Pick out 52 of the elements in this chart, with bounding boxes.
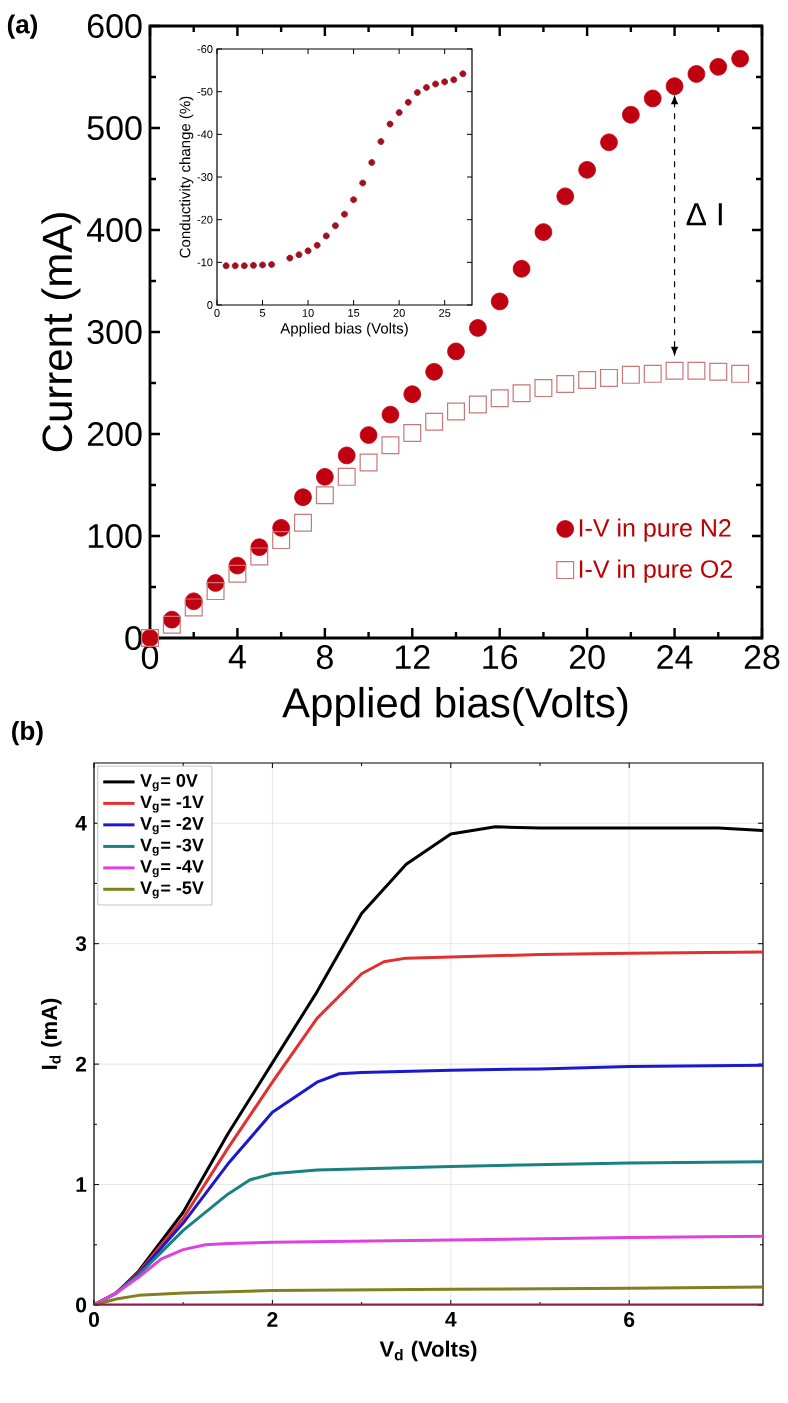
x-axis-title: Applied bias (Volts) — [280, 322, 408, 337]
legend-label: I-V in pure N2 — [580, 518, 731, 542]
legend-label: V$_{g}$= -1V — [140, 795, 204, 813]
legend-label: V$_{g}$= -3V — [140, 838, 204, 856]
x-tick-label: 25 — [439, 309, 451, 317]
y-tick-label: 300 — [87, 319, 142, 345]
legend-label: I-V in pure O2 — [580, 559, 733, 583]
legend-label: V$_{g}$= 0V — [140, 774, 198, 792]
y-tick-label: -10 — [197, 258, 213, 267]
y-axis-title: Current (mA) — [41, 213, 81, 452]
legend-label: V$_{g}$= -4V — [140, 860, 204, 878]
y-tick-label: 2 — [76, 1056, 87, 1072]
y-tick-label: 0 — [125, 625, 142, 651]
x-tick-label: 2 — [267, 1312, 278, 1327]
x-tick-label: 10 — [303, 309, 314, 317]
annotation: Δ I — [686, 203, 723, 226]
x-tick-label: 20 — [570, 645, 605, 670]
y-tick-label: 400 — [87, 217, 142, 243]
x-tick-label: 4 — [445, 1312, 457, 1327]
y-tick-label: 100 — [89, 523, 142, 549]
x-axis-title: V$_{d}$ (Volts) — [379, 1340, 477, 1362]
y-tick-label: -30 — [197, 173, 213, 181]
y-tick-label: 200 — [88, 421, 142, 447]
x-tick-label: 0 — [214, 309, 220, 317]
y-tick-label: 0 — [76, 1297, 87, 1313]
x-tick-label: 20 — [393, 309, 406, 317]
y-axis-title: Conductivity change (%) — [179, 96, 194, 258]
x-tick-label: 15 — [348, 309, 360, 317]
chart-title: (a) — [8, 14, 38, 39]
x-tick-label: 24 — [657, 645, 693, 669]
x-tick-label: 5 — [260, 309, 266, 317]
y-axis-title: I$_{d}$ (mA) — [41, 998, 62, 1069]
y-tick-label: 1 — [76, 1177, 87, 1192]
x-tick-label: 28 — [745, 645, 780, 670]
y-tick-label: 4 — [75, 816, 88, 831]
legend-label: V$_{g}$= -2V — [140, 817, 204, 835]
chart-title: (b) — [12, 720, 43, 746]
x-tick-label: 12 — [396, 645, 430, 669]
y-tick-label: 3 — [75, 936, 87, 952]
x-tick-label: 4 — [228, 645, 247, 669]
x-tick-label: 8 — [317, 645, 334, 670]
y-tick-label: 500 — [87, 115, 142, 141]
x-axis-title: Applied bias(Volts) — [282, 686, 628, 727]
y-tick-label: 600 — [88, 13, 142, 39]
y-tick-label: -40 — [197, 130, 213, 139]
x-tick-label: 16 — [483, 645, 518, 670]
legend-label: V$_{g}$= -5V — [140, 881, 204, 899]
y-tick-label: 0 — [207, 301, 213, 309]
x-tick-label: 6 — [624, 1312, 635, 1327]
y-tick-label: -50 — [197, 87, 213, 96]
y-tick-label: -20 — [197, 215, 213, 224]
y-tick-label: -60 — [197, 45, 213, 53]
